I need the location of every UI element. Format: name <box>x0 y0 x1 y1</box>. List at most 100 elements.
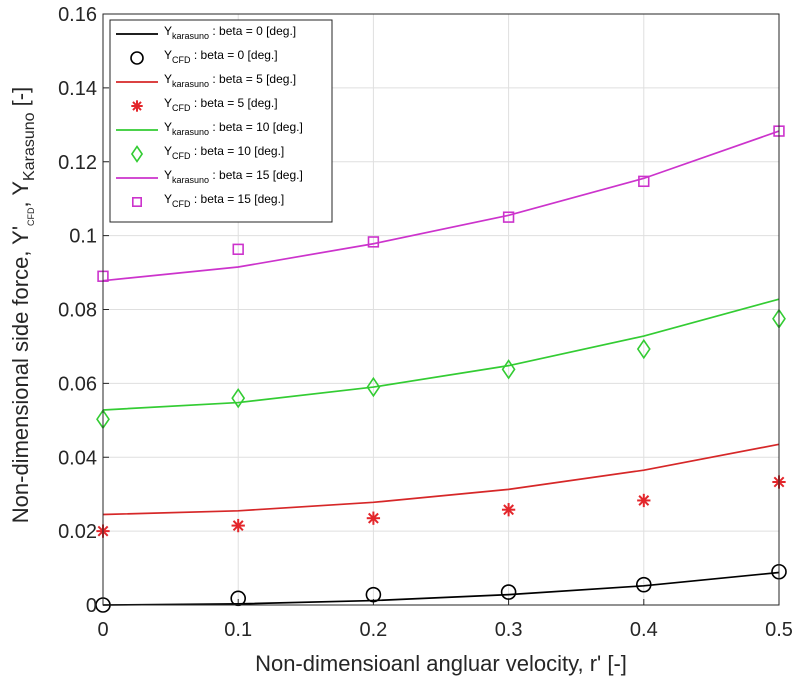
series-6 <box>102 130 780 282</box>
y-tick-label: 0.04 <box>58 447 97 469</box>
plot-frame <box>102 13 780 606</box>
x-tick-label: 0.2 <box>359 619 387 641</box>
legend-label-sub: karasuno <box>172 31 209 41</box>
legend-label: YCFD : beta = 0 [deg.] <box>164 48 278 65</box>
legend-label-sub: CFD <box>172 151 191 161</box>
y-axis-label-mid: , Y <box>8 181 33 208</box>
y-axis-label-sub-karasuno: Karasuno <box>21 112 38 181</box>
x-tick-label: 0.3 <box>495 619 523 641</box>
legend-label-sub: CFD <box>172 55 191 65</box>
y-tick-label: 0.08 <box>58 300 97 322</box>
legend-marker-circle <box>130 51 144 65</box>
data-point-circle <box>635 576 652 593</box>
legend-label-rest: : beta = 15 [deg.] <box>191 192 285 206</box>
series-line <box>102 443 780 516</box>
legend: Ykarasuno : beta = 0 [deg.]YCFD : beta =… <box>109 19 333 223</box>
legend-label-rest: : beta = 10 [deg.] <box>209 120 303 134</box>
series-group <box>95 125 787 613</box>
x-tick-label: 0.4 <box>630 619 658 641</box>
legend-entry: Ykarasuno : beta = 5 [deg.] <box>116 72 296 89</box>
legend-label: Ykarasuno : beta = 0 [deg.] <box>164 24 296 41</box>
data-point-asterisk <box>366 511 381 525</box>
legend-marker-square <box>132 197 143 208</box>
legend-marker-asterisk-stroke <box>132 101 142 111</box>
legend-label: YCFD : beta = 15 [deg.] <box>164 192 284 209</box>
legend-entry: Ykarasuno : beta = 10 [deg.] <box>116 120 303 137</box>
data-point-asterisk <box>637 493 651 508</box>
data-point-square <box>367 236 380 248</box>
y-axis-label-tail: [-] <box>8 87 33 113</box>
legend-label-main: Y <box>164 120 172 134</box>
x-axis-label: Non-dimensioanl angluar velocity, r' [-] <box>255 651 627 676</box>
legend-label-main: Y <box>164 168 172 182</box>
y-tick-label: 0.02 <box>58 521 97 543</box>
series-3 <box>96 475 786 538</box>
legend-label: YCFD : beta = 5 [deg.] <box>164 96 278 113</box>
legend-label: Ykarasuno : beta = 15 [deg.] <box>164 168 303 185</box>
data-point-asterisk-stroke <box>232 520 244 531</box>
legend-label: YCFD : beta = 10 [deg.] <box>164 144 284 161</box>
y-axis-label-sub-cfd: CFD <box>26 207 36 226</box>
data-point-square <box>638 175 650 188</box>
legend-label-main: Y <box>164 96 172 110</box>
legend-label-rest: : beta = 15 [deg.] <box>209 168 303 182</box>
legend-label-sub: CFD <box>172 199 191 209</box>
legend-label-rest: : beta = 5 [deg.] <box>209 72 296 86</box>
data-point-diamond <box>366 376 381 398</box>
legend-entry: Ykarasuno : beta = 15 [deg.] <box>116 168 303 185</box>
series-5 <box>96 308 786 430</box>
data-point-circle <box>365 586 382 603</box>
y-axis-label: Non-dimensional side force, Y'CFD, YKara… <box>8 87 38 523</box>
x-tick-label: 0.5 <box>765 619 793 641</box>
legend-label-rest: : beta = 0 [deg.] <box>209 24 296 38</box>
series-4 <box>102 298 780 411</box>
legend-label-rest: : beta = 10 [deg.] <box>191 144 285 158</box>
legend-entry: YCFD : beta = 15 [deg.] <box>132 192 284 209</box>
data-point-square <box>502 211 515 223</box>
data-point-diamond <box>501 359 516 380</box>
legend-label-main: Y <box>164 72 172 86</box>
legend-label-main: Y <box>164 144 172 158</box>
legend-entry: YCFD : beta = 5 [deg.] <box>131 96 278 113</box>
legend-label-rest: : beta = 0 [deg.] <box>191 48 278 62</box>
y-tick-label: 0.16 <box>58 4 97 26</box>
y-tick-label: 0 <box>86 595 97 617</box>
legend-label-sub: karasuno <box>172 175 209 185</box>
legend-label-main: Y <box>164 192 172 206</box>
data-point-diamond <box>231 387 246 409</box>
tick-labels: 0 0.1 0.2 0.3 0.4 0.5 0 0.02 0.04 0.06 0.08 0.1 0.12… <box>58 4 793 641</box>
data-point-asterisk <box>231 518 245 533</box>
series-line <box>102 130 780 282</box>
data-point-asterisk-stroke <box>638 495 650 506</box>
data-point-asterisk <box>501 503 516 517</box>
data-point-asterisk-stroke <box>503 504 515 516</box>
legend-label-main: Y <box>164 48 172 62</box>
legend-label-sub: karasuno <box>172 127 209 137</box>
y-axis-label-main: Non-dimensional side force, Y' <box>8 226 33 523</box>
y-tick-label: 0.14 <box>58 78 97 100</box>
data-point-diamond <box>636 338 651 360</box>
x-tick-label: 0.1 <box>224 619 252 641</box>
y-tick-label: 0.06 <box>58 373 97 395</box>
series-2 <box>102 443 780 516</box>
legend-entry: Ykarasuno : beta = 0 [deg.] <box>116 24 296 41</box>
y-tick-label: 0.1 <box>69 226 97 248</box>
legend-box <box>109 19 333 223</box>
legend-label: Ykarasuno : beta = 10 [deg.] <box>164 120 303 137</box>
data-point-circle <box>500 584 517 600</box>
legend-entry: YCFD : beta = 10 [deg.] <box>130 144 284 163</box>
legend-marker-asterisk <box>131 100 143 112</box>
data-point-asterisk-stroke <box>367 512 379 524</box>
legend-entry: YCFD : beta = 0 [deg.] <box>130 48 278 65</box>
series-line <box>102 298 780 411</box>
legend-label-sub: CFD <box>172 103 191 113</box>
series-line <box>102 571 780 606</box>
legend-label-main: Y <box>164 24 172 38</box>
legend-label-sub: karasuno <box>172 79 209 89</box>
legend-label: Ykarasuno : beta = 5 [deg.] <box>164 72 296 89</box>
y-tick-label: 0.12 <box>58 152 97 174</box>
legend-marker-diamond <box>130 145 144 163</box>
legend-label-rest: : beta = 5 [deg.] <box>191 96 278 110</box>
x-tick-label: 0 <box>97 619 108 641</box>
series-0 <box>102 571 780 606</box>
